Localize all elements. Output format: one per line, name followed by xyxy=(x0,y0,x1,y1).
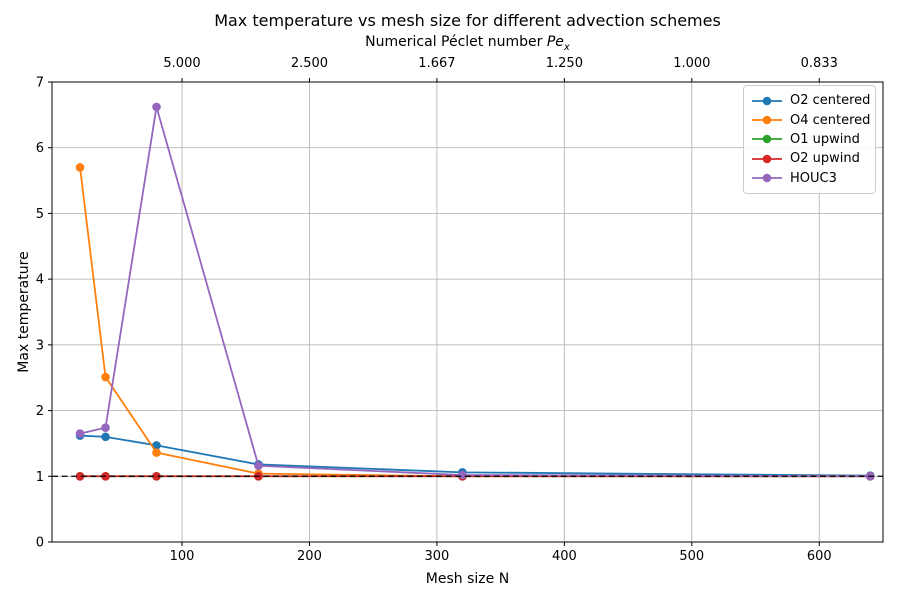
data-point-houc3 xyxy=(152,102,161,112)
data-point-houc3 xyxy=(101,423,110,432)
series-line-houc3 xyxy=(79,106,871,478)
x-tick-label: 100 xyxy=(170,549,195,564)
legend-marker xyxy=(762,115,772,125)
data-point-o2-upwind xyxy=(152,471,161,481)
data-point-houc3 xyxy=(254,461,263,471)
legend-marker xyxy=(762,135,772,144)
top-tick-label: 2.500 xyxy=(291,56,328,71)
y-tick-label: 1 xyxy=(36,470,44,485)
legend-label-o2-centered: O2 centered xyxy=(790,93,871,109)
y-tick-label: 3 xyxy=(36,338,44,353)
legend-sample-o4-centered xyxy=(752,115,782,125)
y-tick-label: 7 xyxy=(36,76,44,91)
y-tick-label: 6 xyxy=(36,141,44,156)
legend-item-o2-centered: O2 centered xyxy=(751,91,871,110)
legend-item-o2-upwind: O2 upwind xyxy=(751,149,869,168)
x-axis-label: Mesh size N xyxy=(425,571,510,587)
y-tick-label: 2 xyxy=(36,404,44,419)
x-tick-label: 300 xyxy=(424,549,449,564)
x-tick-label: 400 xyxy=(552,549,577,564)
legend-marker xyxy=(762,154,772,164)
top-axis-label-text: Numerical Péclet number xyxy=(365,34,547,50)
x-tick-label: 500 xyxy=(679,549,704,564)
y-tick-label: 4 xyxy=(36,273,44,288)
legend-item-houc3: HOUC3 xyxy=(751,169,869,188)
legend: O2 centered O4 centered O1 upwind O2 upwind… xyxy=(743,85,876,194)
data-point-o2-centered xyxy=(152,441,161,450)
x-tick-label: 600 xyxy=(807,549,832,564)
data-point-o4-centered xyxy=(152,448,161,457)
legend-label-houc3: HOUC3 xyxy=(790,170,837,186)
legend-marker xyxy=(762,96,772,105)
top-tick-label: 1.667 xyxy=(418,56,455,71)
axes-frame xyxy=(51,81,884,543)
data-point-o4-centered xyxy=(101,372,110,382)
legend-item-o1-upwind: O1 upwind xyxy=(751,130,869,149)
top-tick-label: 1.000 xyxy=(673,56,710,71)
top-tick-label: 1.250 xyxy=(546,56,583,71)
chart-title: Max temperature vs mesh size for differe… xyxy=(214,11,721,30)
peclet-symbol-subscript: x xyxy=(563,41,570,53)
data-point-houc3 xyxy=(75,429,85,438)
series-line-o2-centered xyxy=(79,434,871,477)
legend-sample-houc3 xyxy=(752,173,782,183)
data-point-o2-upwind xyxy=(75,471,85,481)
x-tick-label: 200 xyxy=(297,549,322,564)
top-tick-label: 5.000 xyxy=(163,56,200,71)
legend-label-o2-upwind: O2 upwind xyxy=(790,151,860,167)
legend-label-o4-centered: O4 centered xyxy=(790,112,871,128)
data-point-o2-centered xyxy=(101,432,110,442)
legend-sample-o1-upwind xyxy=(752,135,782,144)
legend-item-o4-centered: O4 centered xyxy=(751,110,871,129)
legend-sample-o2-centered xyxy=(752,96,782,105)
top-tick-label: 0.833 xyxy=(801,56,838,71)
data-point-houc3 xyxy=(458,470,467,480)
y-tick-label: 5 xyxy=(36,207,44,222)
legend-sample-o2-upwind xyxy=(752,154,782,164)
y-axis-label: Max temperature xyxy=(16,251,32,373)
y-tick-label: 0 xyxy=(36,536,44,551)
peclet-symbol: Pe xyxy=(546,34,564,50)
top-axis-label: Numerical Péclet number Pex xyxy=(52,34,883,53)
legend-marker xyxy=(762,173,772,183)
legend-label-o1-upwind: O1 upwind xyxy=(790,131,860,147)
data-point-o4-centered xyxy=(75,163,85,172)
